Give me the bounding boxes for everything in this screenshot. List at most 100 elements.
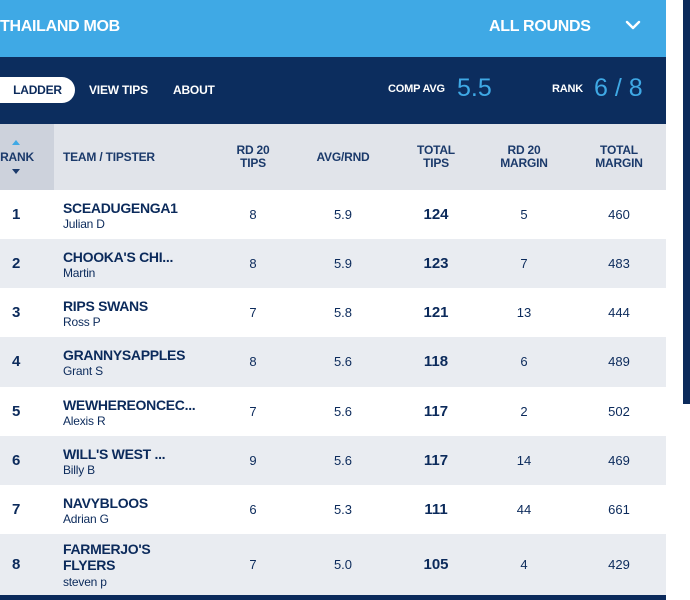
avg-cell: 5.9 [333,256,353,271]
tipster-name: Billy B [63,463,95,477]
total-tips-header[interactable]: TOTAL TIPS [406,144,466,170]
rd-tips-cell: 7 [249,404,257,419]
tipster-name: Alexis R [63,414,106,428]
rank-header: RANK [0,150,34,164]
tipster-name: Adrian G [63,512,109,526]
total-margin-cell: 502 [608,404,630,419]
rd-tips-cell: 8 [249,207,257,222]
team-name: SCEADUGENGA1 [63,200,178,216]
comp-avg-label: COMP AVG [388,83,445,95]
rank-cell: 3 [12,304,21,321]
table-row[interactable]: 5 WEWHEREONCEC... Alexis R 7 5.6 117 2 5… [0,387,666,436]
rd-margin-cell: 7 [520,256,528,271]
rd-margin-cell: 44 [516,502,532,517]
rd-margin-cell: 6 [520,354,528,369]
rank-cell: 6 [12,452,21,469]
rank-cell: 8 [12,556,21,573]
rd-tips-cell: 6 [249,502,257,517]
table-row[interactable]: 7 NAVYBLOOS Adrian G 6 5.3 111 44 661 [0,485,666,534]
tipster-name: Ross P [63,315,101,329]
rd-tips-cell: 8 [249,256,257,271]
total-tips-cell: 117 [423,452,449,469]
total-tips-header-line1: TOTAL [417,143,455,157]
team-name: WILL'S WEST ... [63,446,166,462]
team-name: CHOOKA'S CHI... [63,249,174,265]
table-row[interactable]: 3 RIPS SWANS Ross P 7 5.8 121 13 444 [0,288,666,337]
avg-cell: 5.9 [333,207,353,222]
rd-margin-header-line2: MARGIN [500,156,548,170]
team-tipster-header[interactable]: TEAM / TIPSTER [63,150,155,164]
rank-cell: 2 [12,255,21,272]
total-tips-header-line2: TIPS [423,156,449,170]
total-tips-cell: 111 [424,501,448,518]
tab-about[interactable]: ABOUT [173,83,215,97]
tipster-name: Julian D [63,217,105,231]
total-tips-cell: 124 [423,206,449,223]
tipster-name: steven p [63,575,107,589]
tipster-name: Martin [63,266,96,280]
rd-margin-cell: 5 [520,207,528,222]
total-margin-cell: 661 [608,502,630,517]
rounds-selector[interactable]: ALL ROUNDS [489,18,591,35]
page-gutter [666,0,690,600]
total-margin-header-line1: TOTAL [600,143,638,157]
rank-column-header[interactable]: RANK [0,124,54,190]
rd-tips-cell: 9 [249,453,257,468]
total-margin-cell: 444 [608,305,630,320]
chevron-down-icon[interactable] [622,14,644,36]
rd-tips-header-line2: TIPS [240,156,266,170]
total-tips-cell: 118 [423,353,449,370]
table-row[interactable]: 2 CHOOKA'S CHI... Martin 8 5.9 123 7 483 [0,239,666,288]
table-row[interactable]: 1 SCEADUGENGA1 Julian D 8 5.9 124 5 460 [0,190,666,239]
rd-margin-cell: 13 [516,305,532,320]
table-row[interactable]: 4 GRANNYSAPPLES Grant S 8 5.6 118 6 489 [0,337,666,387]
tipster-name: Grant S [63,364,103,378]
rd-tips-cell: 8 [249,354,257,369]
ladder-table-header: RANK TEAM / TIPSTER RD 20 TIPS AVG/RND T… [0,124,666,190]
rank-cell: 1 [12,206,21,223]
rd-tips-cell: 7 [249,557,257,572]
comp-avg-value: 5.5 [457,74,492,102]
table-row[interactable]: 6 WILL'S WEST ... Billy B 9 5.6 117 14 4… [0,436,666,485]
team-name-line1: FARMERJO'S [63,541,151,557]
competition-header: THAILAND MOB ALL ROUNDS [0,0,666,57]
competition-name: THAILAND MOB [0,18,120,35]
rd-margin-header-line1: RD 20 [507,143,541,157]
rank-value: 6 / 8 [594,74,643,102]
rd-tips-header[interactable]: RD 20 TIPS [223,144,283,170]
tab-ladder[interactable]: LADDER [0,77,75,103]
tab-view-tips[interactable]: VIEW TIPS [89,83,148,97]
rank-cell: 5 [12,403,21,420]
avg-cell: 5.0 [333,557,353,572]
team-name: GRANNYSAPPLES [63,347,186,363]
rd-tips-header-line1: RD 20 [236,143,270,157]
total-margin-header[interactable]: TOTAL MARGIN [589,144,649,170]
avg-cell: 5.8 [333,305,353,320]
rank-label: RANK [552,83,583,95]
team-name: RIPS SWANS [63,298,148,314]
team-name: WEWHEREONCEC... [63,397,196,413]
rd-margin-header[interactable]: RD 20 MARGIN [494,144,554,170]
rd-margin-cell: 14 [516,453,532,468]
team-name-line2: FLYERS [63,557,116,573]
total-margin-cell: 483 [608,256,630,271]
sort-up-icon [12,140,20,145]
rd-tips-cell: 7 [249,305,257,320]
rd-margin-cell: 4 [520,557,528,572]
avg-cell: 5.6 [333,404,353,419]
rank-cell: 7 [12,501,21,518]
total-margin-cell: 460 [608,207,630,222]
table-row[interactable]: 8 FARMERJO'S FLYERS steven p 7 5.0 105 4… [0,534,666,595]
scrollbar[interactable] [683,0,690,404]
total-margin-cell: 429 [608,557,630,572]
total-margin-header-line2: MARGIN [595,156,643,170]
ladder-nav: LADDER VIEW TIPS ABOUT COMP AVG 5.5 RANK… [0,57,666,124]
avg-rnd-header[interactable]: AVG/RND [316,150,370,164]
rank-cell: 4 [12,353,21,370]
rd-margin-cell: 2 [520,404,528,419]
avg-cell: 5.6 [333,453,353,468]
total-margin-cell: 489 [608,354,630,369]
avg-cell: 5.3 [333,502,353,517]
total-tips-cell: 123 [423,255,449,272]
sort-down-icon [12,169,20,174]
